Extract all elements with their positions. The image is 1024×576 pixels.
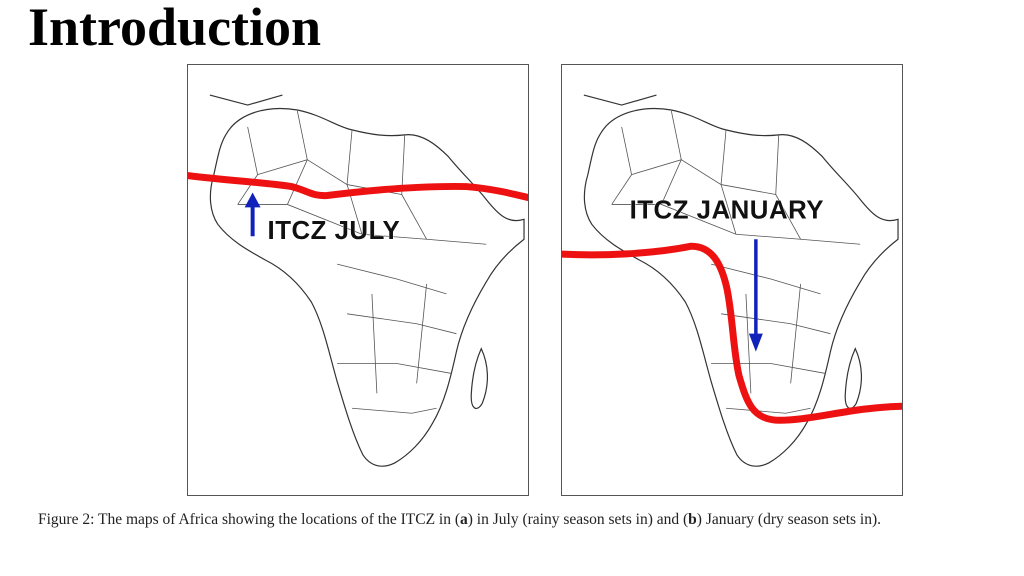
country-borders [611, 110, 861, 414]
caption-suffix: ) January (dry season sets in). [696, 511, 882, 528]
caption-mid: ) in July (rainy season sets in) and ( [467, 511, 689, 528]
africa-outline [583, 94, 899, 467]
itcz-line-july [188, 172, 528, 201]
arrow-down-icon [748, 239, 763, 352]
caption-panel-b: b [688, 511, 697, 528]
itcz-line-january [562, 242, 902, 424]
africa-map-january: ITCZ JANUARY [562, 94, 902, 467]
africa-map-july: ITCZ JULY [188, 94, 528, 467]
itcz-january-label: ITCZ JANUARY [630, 196, 824, 224]
caption-prefix: Figure 2: The maps of Africa showing the… [38, 511, 461, 528]
caption-panel-a: a [460, 511, 468, 528]
africa-outline [209, 94, 525, 467]
itcz-july-label: ITCZ JULY [268, 217, 401, 245]
country-borders [237, 110, 487, 414]
map-panel-july: ITCZ JULY [187, 64, 529, 496]
figure-caption: Figure 2: The maps of Africa showing the… [38, 508, 978, 531]
map-panel-january: ITCZ JANUARY [561, 64, 903, 496]
arrow-up-icon [244, 192, 261, 237]
slide-title: Introduction [28, 0, 322, 57]
